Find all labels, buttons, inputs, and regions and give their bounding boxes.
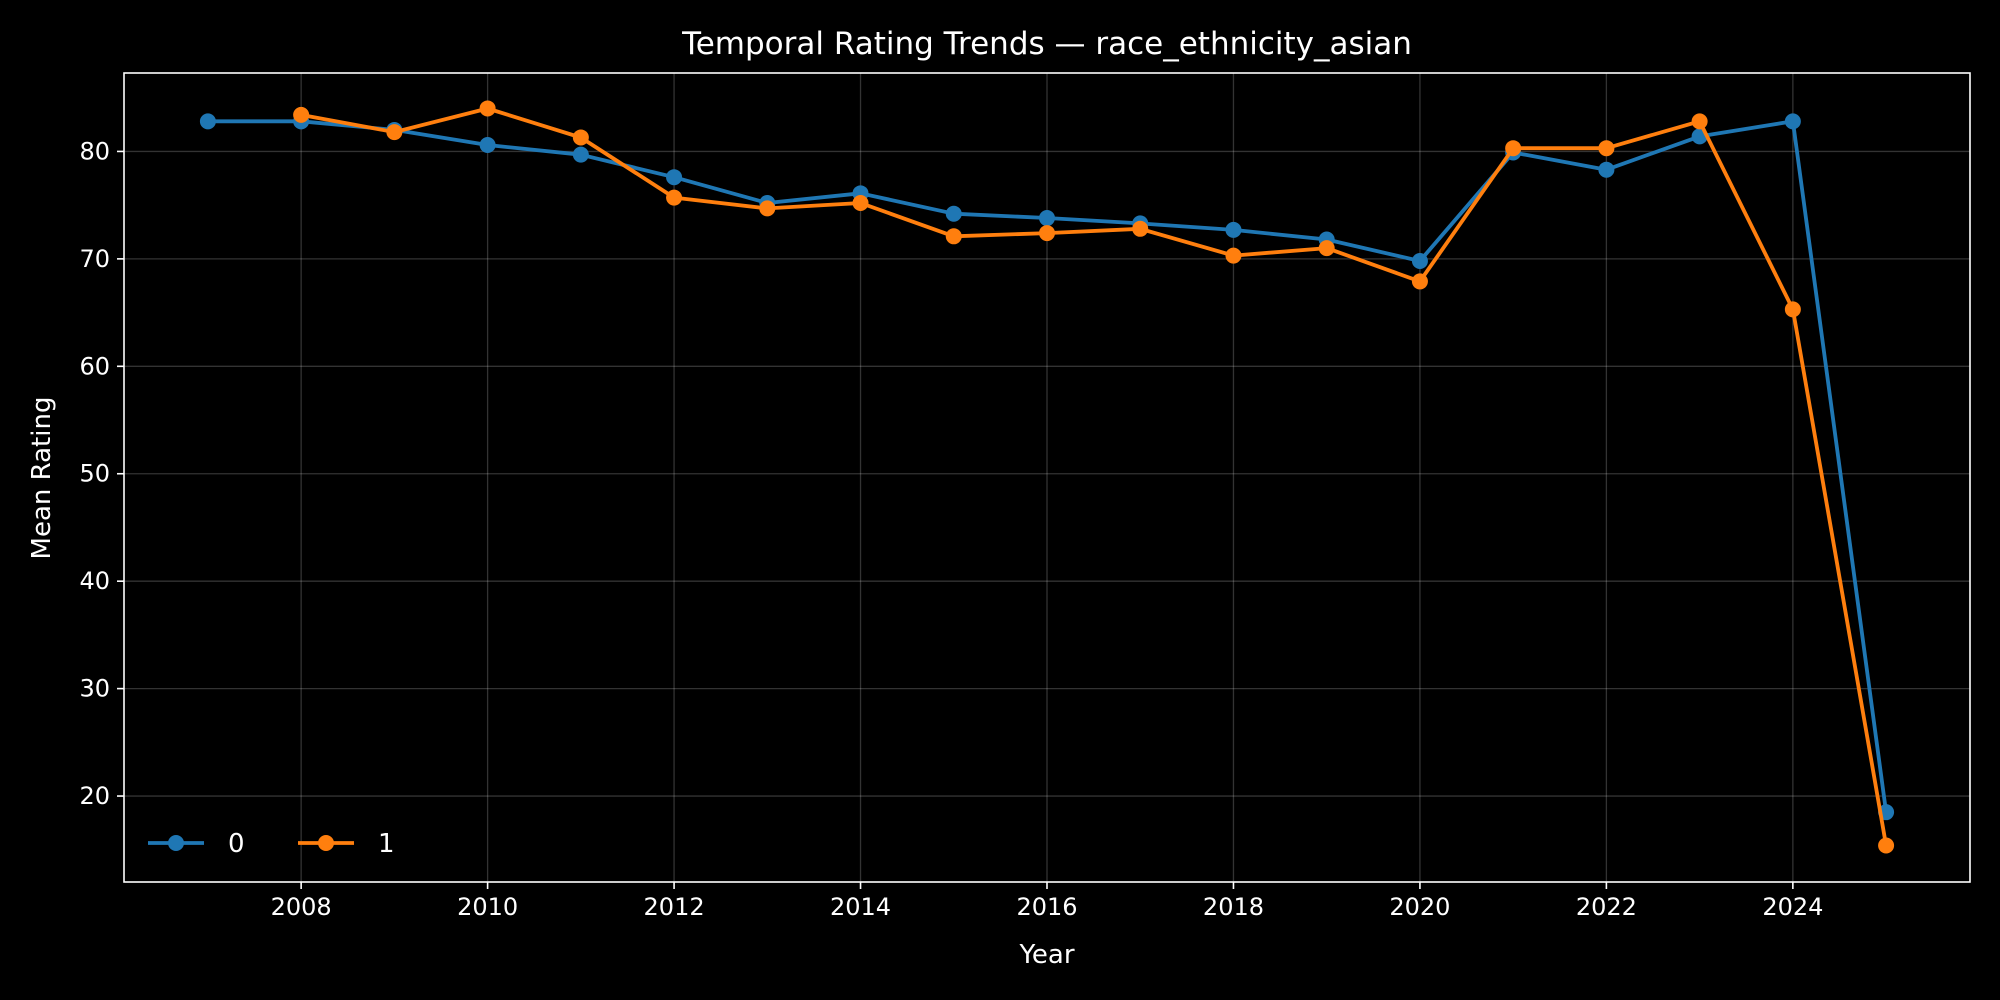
data-point xyxy=(1691,113,1708,130)
chart-title: Temporal Rating Trends — race_ethnicity_… xyxy=(681,26,1412,62)
y-tick-label: 20 xyxy=(79,782,110,810)
data-point xyxy=(572,129,589,146)
data-point xyxy=(1505,140,1522,157)
x-tick-label: 2008 xyxy=(271,893,332,921)
data-point xyxy=(1225,247,1242,264)
data-point xyxy=(1878,837,1895,854)
x-tick-label: 2010 xyxy=(457,893,518,921)
data-point xyxy=(666,169,683,186)
y-tick-label: 70 xyxy=(79,245,110,273)
legend-marker xyxy=(168,835,184,851)
data-point xyxy=(1225,221,1242,238)
x-tick-label: 2014 xyxy=(830,893,891,921)
x-tick-label: 2022 xyxy=(1576,893,1637,921)
y-tick-label: 40 xyxy=(79,567,110,595)
x-tick-label: 2016 xyxy=(1016,893,1077,921)
data-point xyxy=(1039,210,1055,227)
legend-label: 1 xyxy=(378,829,395,859)
data-point xyxy=(479,100,496,117)
data-point xyxy=(852,194,869,211)
x-tick-label: 2012 xyxy=(644,893,705,921)
data-point xyxy=(1411,253,1428,270)
data-point xyxy=(945,228,962,245)
data-point xyxy=(1132,220,1149,237)
series-1 xyxy=(293,100,1895,854)
x-tick-label: 2018 xyxy=(1203,893,1264,921)
x-tick-label: 2024 xyxy=(1762,893,1823,921)
series-0 xyxy=(199,113,1895,821)
series-line xyxy=(299,106,1888,848)
data-point xyxy=(759,200,776,217)
grid xyxy=(124,73,1970,882)
y-tick-label: 80 xyxy=(79,137,110,165)
data-point xyxy=(572,146,589,163)
y-axis-label: Mean Rating xyxy=(27,397,57,560)
legend-label: 0 xyxy=(228,829,245,859)
y-tick-label: 60 xyxy=(79,352,110,380)
data-point xyxy=(666,189,683,206)
legend-item: 0 xyxy=(148,829,245,859)
data-point xyxy=(1039,225,1055,242)
data-point xyxy=(1318,240,1335,257)
data-point xyxy=(1411,273,1428,290)
data-point xyxy=(479,136,496,153)
data-point xyxy=(293,106,310,123)
data-point xyxy=(386,124,403,141)
legend-item: 1 xyxy=(298,829,395,859)
x-axis-ticks: 2008 2010 2012 2014 2016 2018 2020 2022 2024 xyxy=(271,882,1823,921)
data-point xyxy=(1598,161,1615,178)
data-point xyxy=(945,205,962,222)
y-axis-ticks: 20 30 40 50 60 70 80 xyxy=(79,137,124,810)
data-point xyxy=(1784,301,1801,318)
x-tick-label: 2020 xyxy=(1389,893,1450,921)
series-group xyxy=(199,100,1895,854)
data-point xyxy=(1598,140,1615,157)
legend-marker xyxy=(318,835,334,851)
data-point xyxy=(1784,113,1801,130)
y-tick-label: 30 xyxy=(79,675,110,703)
data-point xyxy=(199,113,216,130)
y-tick-label: 50 xyxy=(79,460,110,488)
x-axis-label: Year xyxy=(1018,940,1074,970)
